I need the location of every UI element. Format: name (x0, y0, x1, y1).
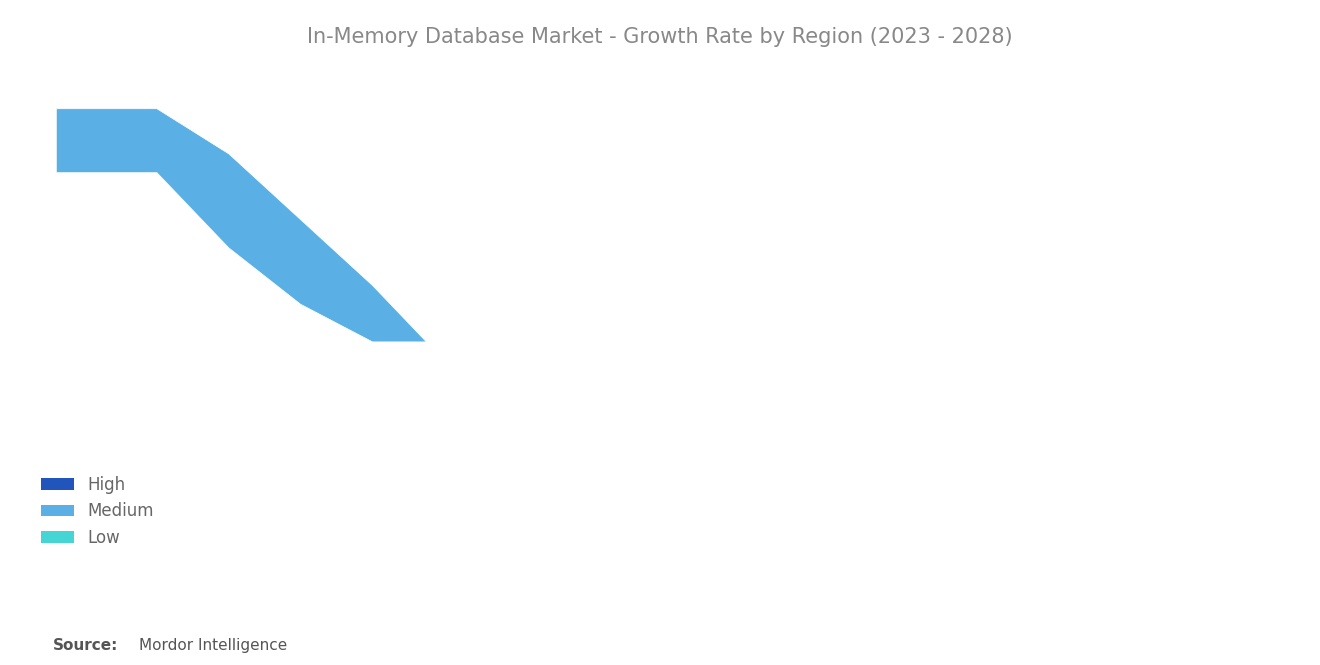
Legend: High, Medium, Low: High, Medium, Low (34, 469, 161, 553)
Text: In-Memory Database Market - Growth Rate by Region (2023 - 2028): In-Memory Database Market - Growth Rate … (308, 27, 1012, 47)
Text: Source:: Source: (53, 638, 119, 654)
Polygon shape (57, 109, 426, 342)
Text: Mordor Intelligence: Mordor Intelligence (139, 638, 286, 654)
